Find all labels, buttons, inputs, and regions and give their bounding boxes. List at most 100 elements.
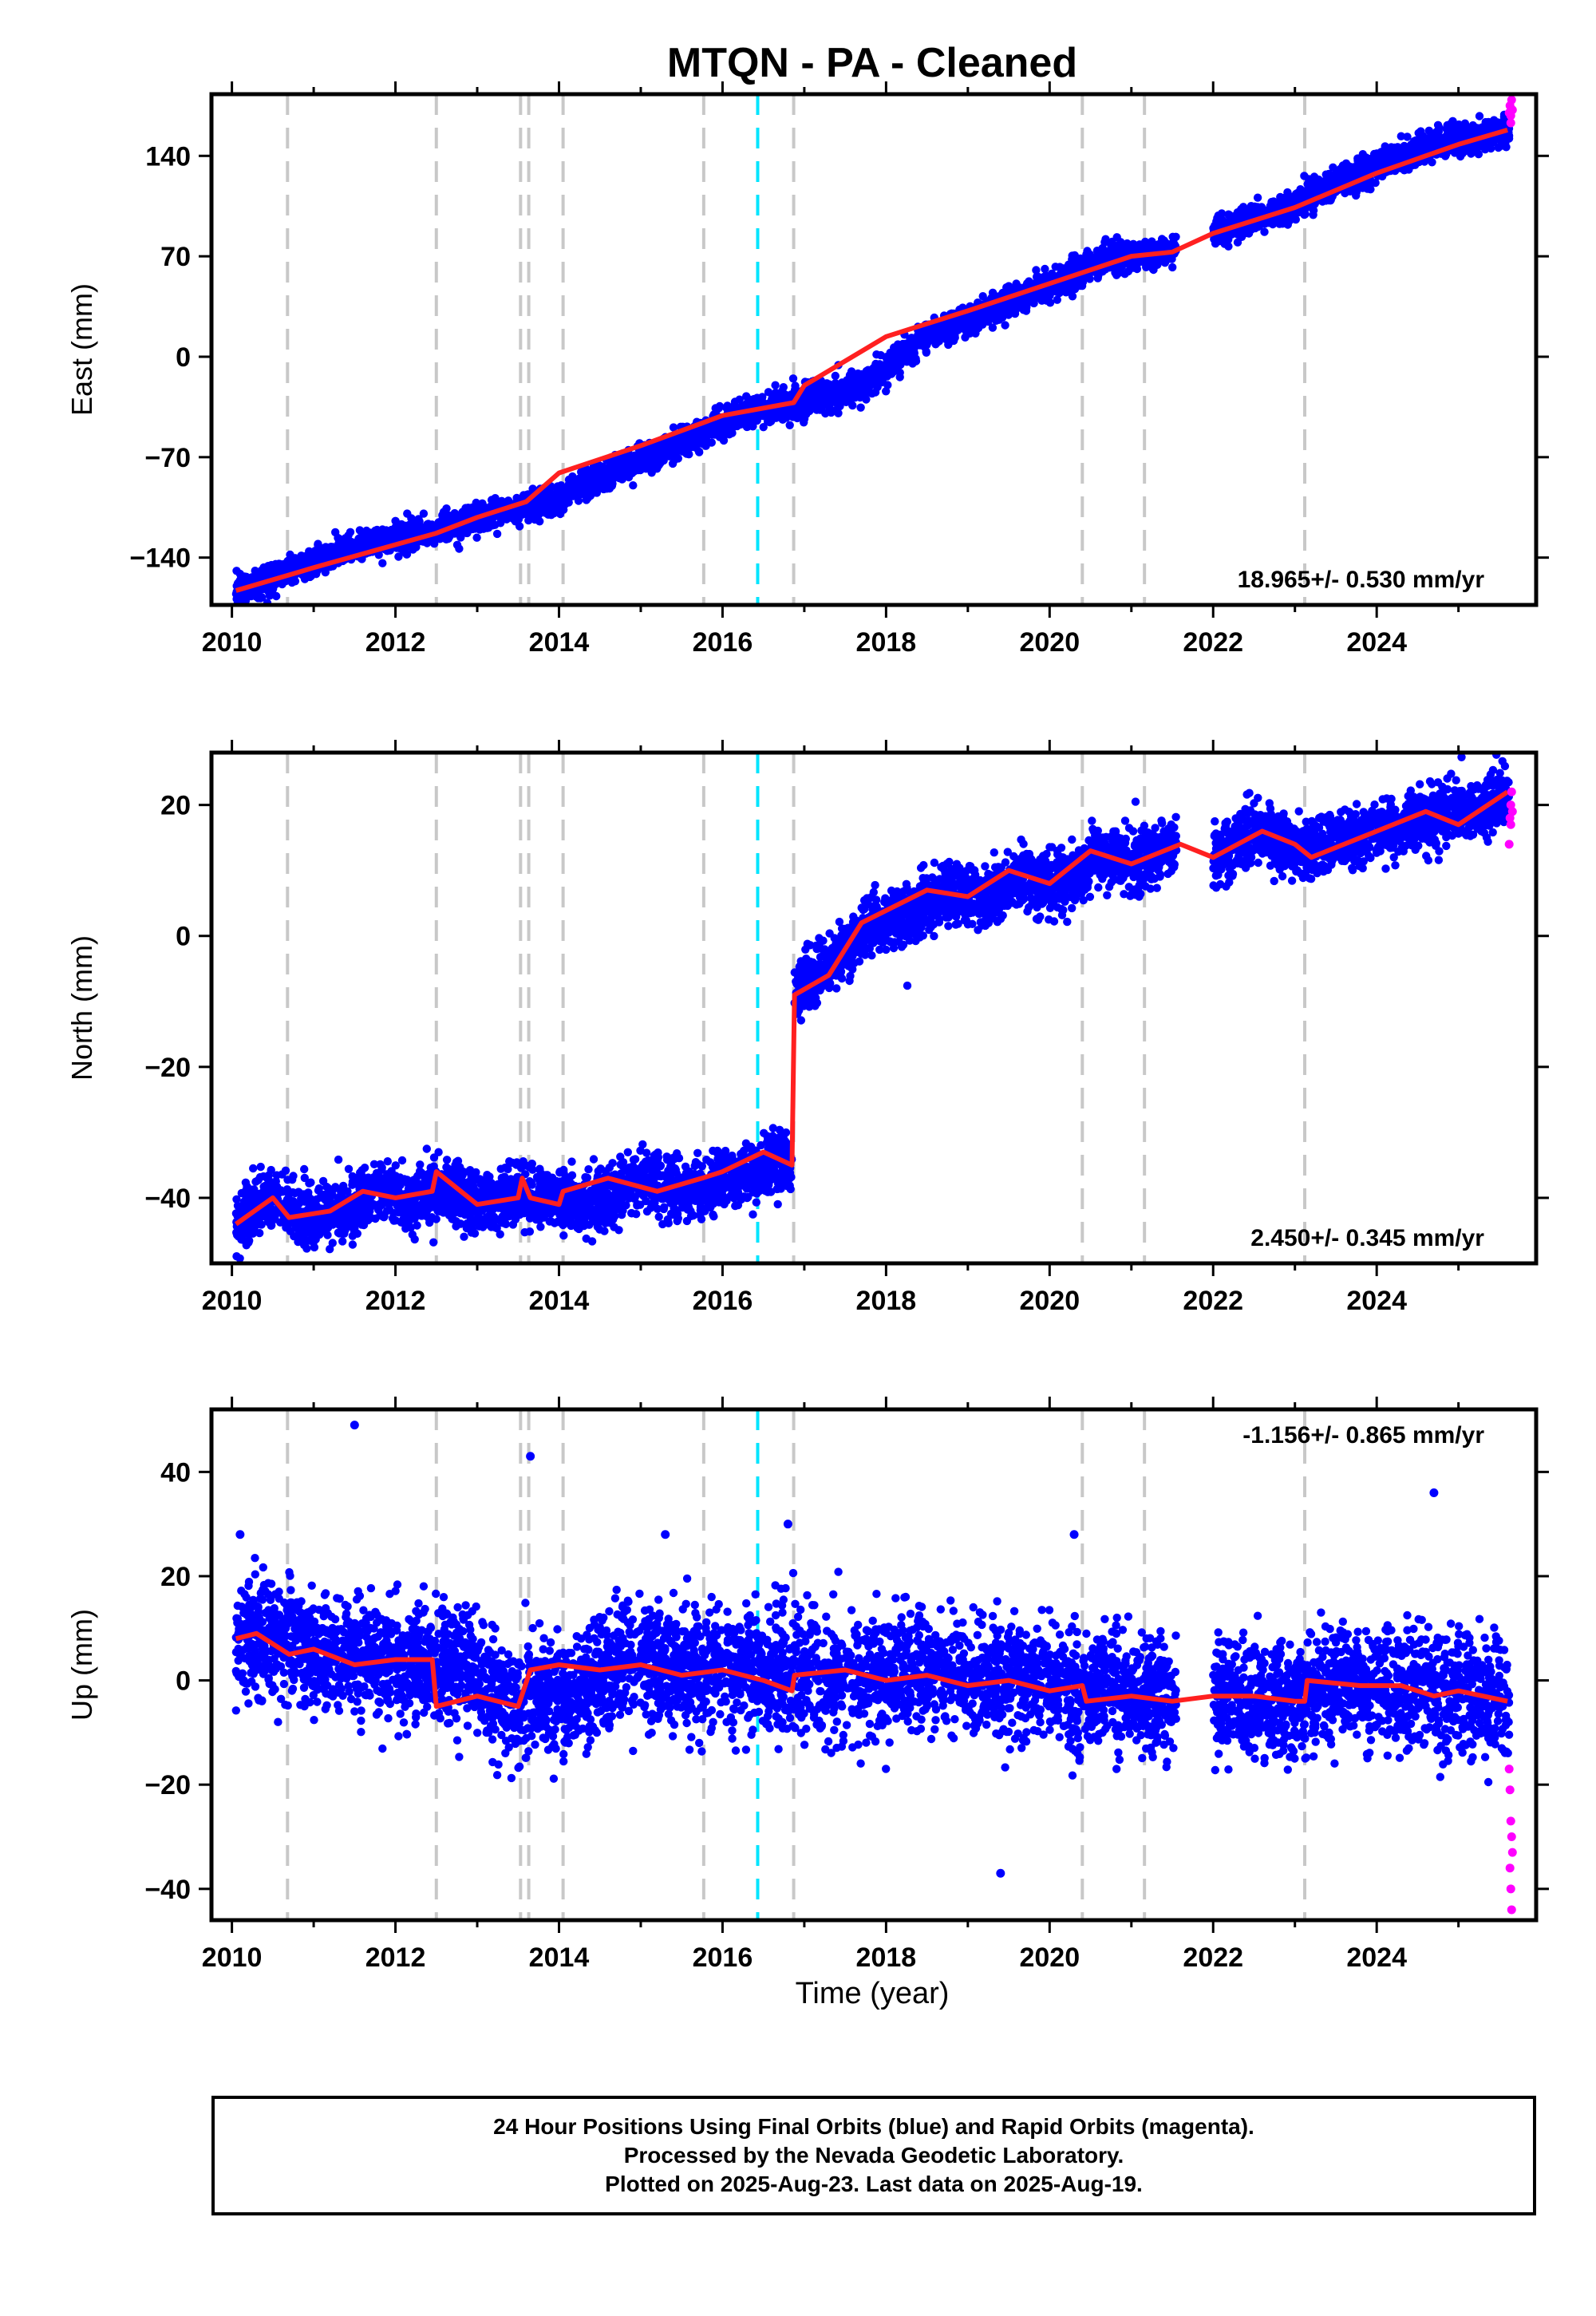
data-point [606,469,614,478]
data-point [543,510,553,519]
data-point [887,350,895,359]
data-point [258,593,267,602]
data-point [476,522,486,531]
data-point [552,483,561,492]
data-point [895,368,904,377]
data-point [873,369,883,377]
data-point [1148,237,1156,246]
data-point [744,420,753,429]
data-point [448,511,457,520]
data-point [831,371,840,381]
data-point [1030,290,1040,300]
data-point [1475,112,1484,121]
data-point [971,310,981,319]
data-point [871,359,880,369]
data-point [1260,227,1269,236]
data-point [827,408,836,417]
data-point [1467,149,1476,158]
data-point [1016,283,1025,292]
data-point [235,595,243,603]
data-point [254,572,263,581]
data-point [571,490,579,500]
data-point [543,491,552,500]
data-point [560,491,569,500]
data-point [958,317,966,326]
data-point [728,418,737,427]
data-point [636,465,645,475]
data-point [862,395,871,404]
final-orbit-points-0 [231,232,1180,605]
data-point [391,516,400,525]
data-point [1083,272,1092,281]
data-point [1005,302,1015,310]
data-point [1403,132,1412,141]
panel-east: 2010 2012 2014 2016 2018 2020 2022 2024−140−700… [65,81,1549,658]
data-point [1396,132,1406,140]
data-point [549,500,559,509]
data-point [1314,177,1324,187]
data-point [487,514,496,524]
data-point [286,550,294,559]
data-point [992,316,1001,325]
data-point [1076,281,1084,290]
data-point [1019,306,1028,314]
data-point [771,411,780,420]
data-point [1098,243,1107,253]
data-point [882,387,891,396]
data-point [652,454,661,463]
data-point [982,310,991,319]
data-point [438,512,448,521]
data-point [626,453,634,462]
data-point [883,381,892,389]
data-point [559,484,567,492]
data-point [363,538,373,547]
data-point [970,324,978,333]
data-point [1433,121,1443,129]
data-point [1168,263,1177,272]
data-point [402,550,411,559]
data-point [1045,291,1054,300]
data-point [492,529,502,539]
data-point [1033,271,1041,281]
data-point [1387,143,1396,152]
data-point [931,323,941,333]
data-point [1128,247,1136,255]
data-point [419,509,429,518]
data-point [415,521,424,531]
data-point [1233,238,1242,247]
data-point [232,567,241,575]
data-point [649,448,658,456]
data-point [359,528,368,537]
data-point [472,498,480,508]
data-point [1108,239,1117,248]
data-point [1115,268,1124,277]
data-point [321,552,330,561]
data-point [886,367,895,376]
data-point [536,507,545,516]
data-point [1041,264,1049,274]
data-point [925,330,934,339]
data-point [427,524,436,533]
data-point [1234,230,1242,239]
data-point [356,536,365,544]
data-point [550,506,559,515]
data-point [577,468,586,476]
data-point [828,386,837,395]
data-point [870,375,879,384]
data-point [272,591,281,601]
data-point [499,514,508,524]
data-point [1025,280,1034,289]
data-point [1010,309,1020,318]
data-point [569,479,578,488]
data-point [796,413,805,421]
data-point [478,499,487,508]
data-point [1096,254,1106,263]
data-point [988,288,998,297]
data-point [430,539,439,548]
data-point [723,401,732,410]
data-point [528,484,537,493]
data-point [1303,180,1312,188]
data-point [628,460,637,470]
data-point [988,323,998,332]
